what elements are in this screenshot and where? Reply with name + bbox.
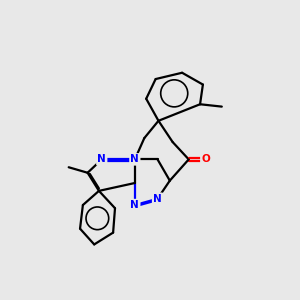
Text: N: N [130, 154, 139, 164]
Text: N: N [153, 194, 162, 204]
Text: N: N [130, 200, 139, 210]
Text: O: O [201, 154, 210, 164]
Text: N: N [98, 154, 106, 164]
